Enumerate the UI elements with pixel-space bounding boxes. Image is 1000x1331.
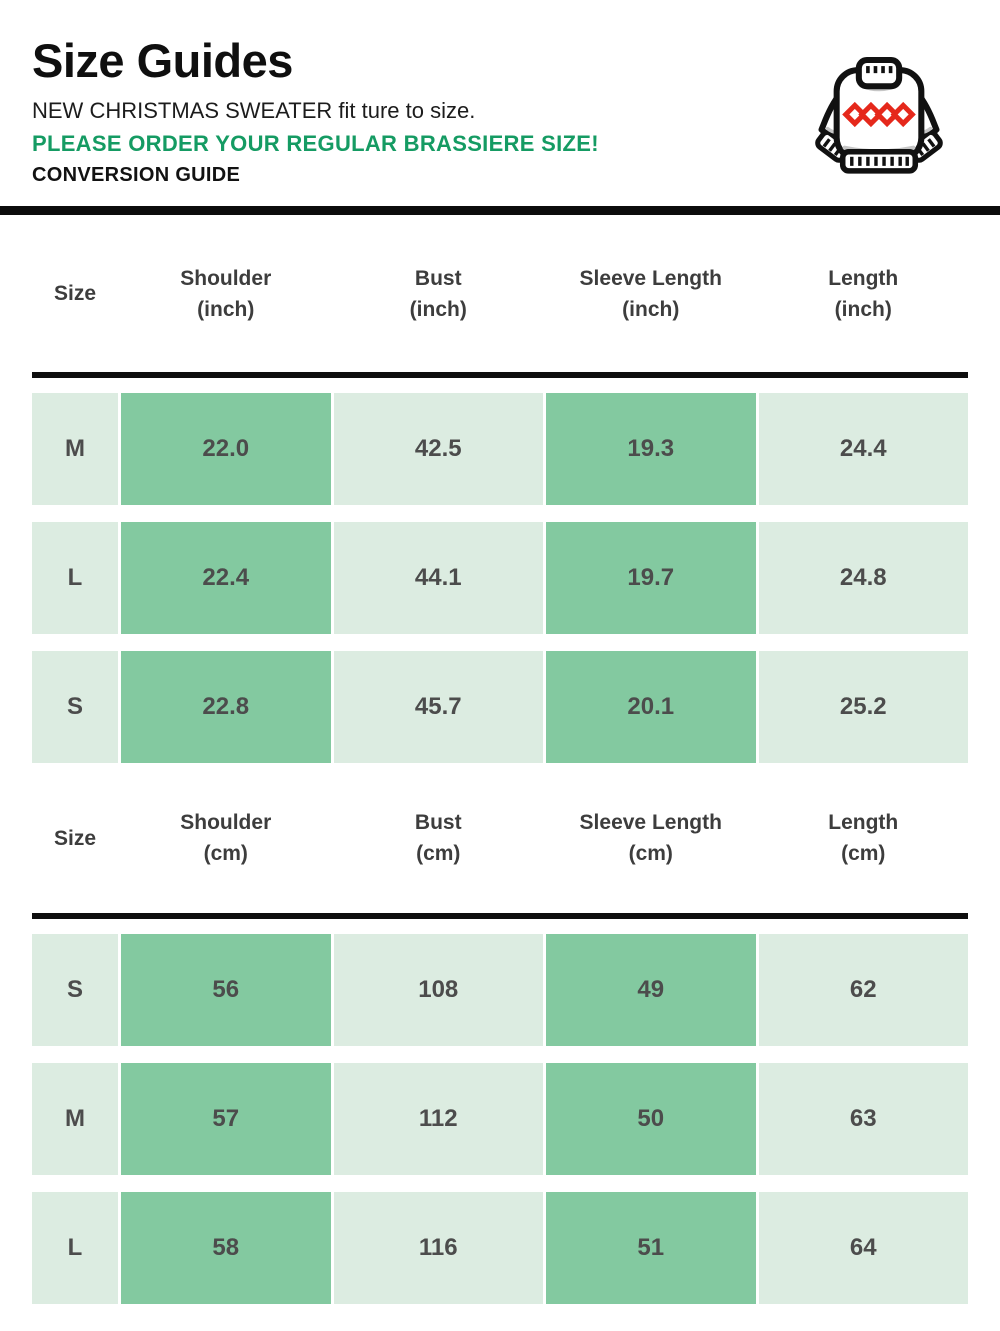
cm-table-header-row: Size Shoulder (cm) Bust (cm) Sleeve Leng… bbox=[32, 763, 968, 913]
inch-table-body: M 22.0 42.5 19.3 24.4 L 22.4 44.1 19.7 2… bbox=[32, 393, 968, 763]
sleeve-cell: 20.1 bbox=[546, 651, 756, 763]
conversion-guide-label: CONVERSION GUIDE bbox=[32, 164, 241, 187]
sleeve-cell: 19.3 bbox=[546, 393, 756, 505]
bust-cell: 112 bbox=[333, 1063, 543, 1175]
bust-cell: 116 bbox=[333, 1192, 543, 1304]
shoulder-cell: 22.0 bbox=[121, 393, 331, 505]
shoulder-cell: 22.4 bbox=[121, 522, 331, 634]
table-row: S 22.8 45.7 20.1 25.2 bbox=[32, 651, 968, 763]
sleeve-cell: 49 bbox=[546, 934, 756, 1046]
bust-cell: 44.1 bbox=[333, 522, 543, 634]
size-cell: L bbox=[32, 522, 118, 634]
column-header-bust: Bust (cm) bbox=[414, 811, 462, 865]
table-row: M 57 112 50 63 bbox=[32, 1063, 968, 1175]
table-row: L 22.4 44.1 19.7 24.8 bbox=[32, 522, 968, 634]
sleeve-cell: 50 bbox=[546, 1063, 756, 1175]
size-cell: S bbox=[32, 934, 118, 1046]
table-row: S 56 108 49 62 bbox=[32, 934, 968, 1046]
size-tables: Size Shoulder (inch) Bust (inch) Sleeve … bbox=[0, 215, 1000, 1304]
shoulder-cell: 56 bbox=[121, 934, 331, 1046]
bust-cell: 42.5 bbox=[333, 393, 543, 505]
inch-table-header-row: Size Shoulder (inch) Bust (inch) Sleeve … bbox=[32, 215, 968, 372]
size-cell: S bbox=[32, 651, 118, 763]
shoulder-cell: 22.8 bbox=[121, 651, 331, 763]
column-header-shoulder: Shoulder (cm) bbox=[180, 811, 272, 865]
page-header: Size Guides NEW CHRISTMAS SWEATER fit tu… bbox=[0, 0, 1000, 206]
size-table-cm: Size Shoulder (cm) Bust (cm) Sleeve Leng… bbox=[32, 763, 968, 1304]
size-cell: M bbox=[32, 1063, 118, 1175]
column-header-length: Length (cm) bbox=[828, 811, 899, 865]
length-cell: 24.8 bbox=[758, 522, 968, 634]
bust-cell: 45.7 bbox=[333, 651, 543, 763]
column-header-shoulder: Shoulder (inch) bbox=[180, 266, 272, 321]
size-table-inch: Size Shoulder (inch) Bust (inch) Sleeve … bbox=[32, 215, 968, 763]
length-cell: 63 bbox=[758, 1063, 968, 1175]
column-header-sleeve-length: Sleeve Length (cm) bbox=[579, 811, 722, 865]
length-cell: 25.2 bbox=[758, 651, 968, 763]
size-cell: L bbox=[32, 1192, 118, 1304]
table-row: L 58 116 51 64 bbox=[32, 1192, 968, 1304]
header-divider-bar bbox=[0, 206, 1000, 215]
cm-table-body: S 56 108 49 62 M 57 112 50 63 L 58 116 5… bbox=[32, 934, 968, 1304]
size-cell: M bbox=[32, 393, 118, 505]
shoulder-cell: 58 bbox=[121, 1192, 331, 1304]
subtitle-text: NEW CHRISTMAS SWEATER fit ture to size. bbox=[32, 98, 476, 124]
length-cell: 62 bbox=[758, 934, 968, 1046]
sleeve-cell: 51 bbox=[546, 1192, 756, 1304]
table-row: M 22.0 42.5 19.3 24.4 bbox=[32, 393, 968, 505]
page-title: Size Guides bbox=[32, 34, 293, 87]
column-header-size: Size bbox=[53, 282, 97, 305]
column-header-sleeve-length: Sleeve Length (inch) bbox=[579, 266, 722, 321]
column-header-bust: Bust (inch) bbox=[409, 266, 467, 321]
bust-cell: 108 bbox=[333, 934, 543, 1046]
length-cell: 24.4 bbox=[758, 393, 968, 505]
length-cell: 64 bbox=[758, 1192, 968, 1304]
table-divider bbox=[32, 372, 968, 378]
table-divider bbox=[32, 913, 968, 919]
shoulder-cell: 57 bbox=[121, 1063, 331, 1175]
order-notice-text: PLEASE ORDER YOUR REGULAR BRASSIERE SIZE… bbox=[32, 131, 599, 157]
column-header-length: Length (inch) bbox=[828, 266, 899, 321]
christmas-sweater-icon bbox=[815, 57, 943, 174]
column-header-size: Size bbox=[53, 826, 97, 850]
sleeve-cell: 19.7 bbox=[546, 522, 756, 634]
